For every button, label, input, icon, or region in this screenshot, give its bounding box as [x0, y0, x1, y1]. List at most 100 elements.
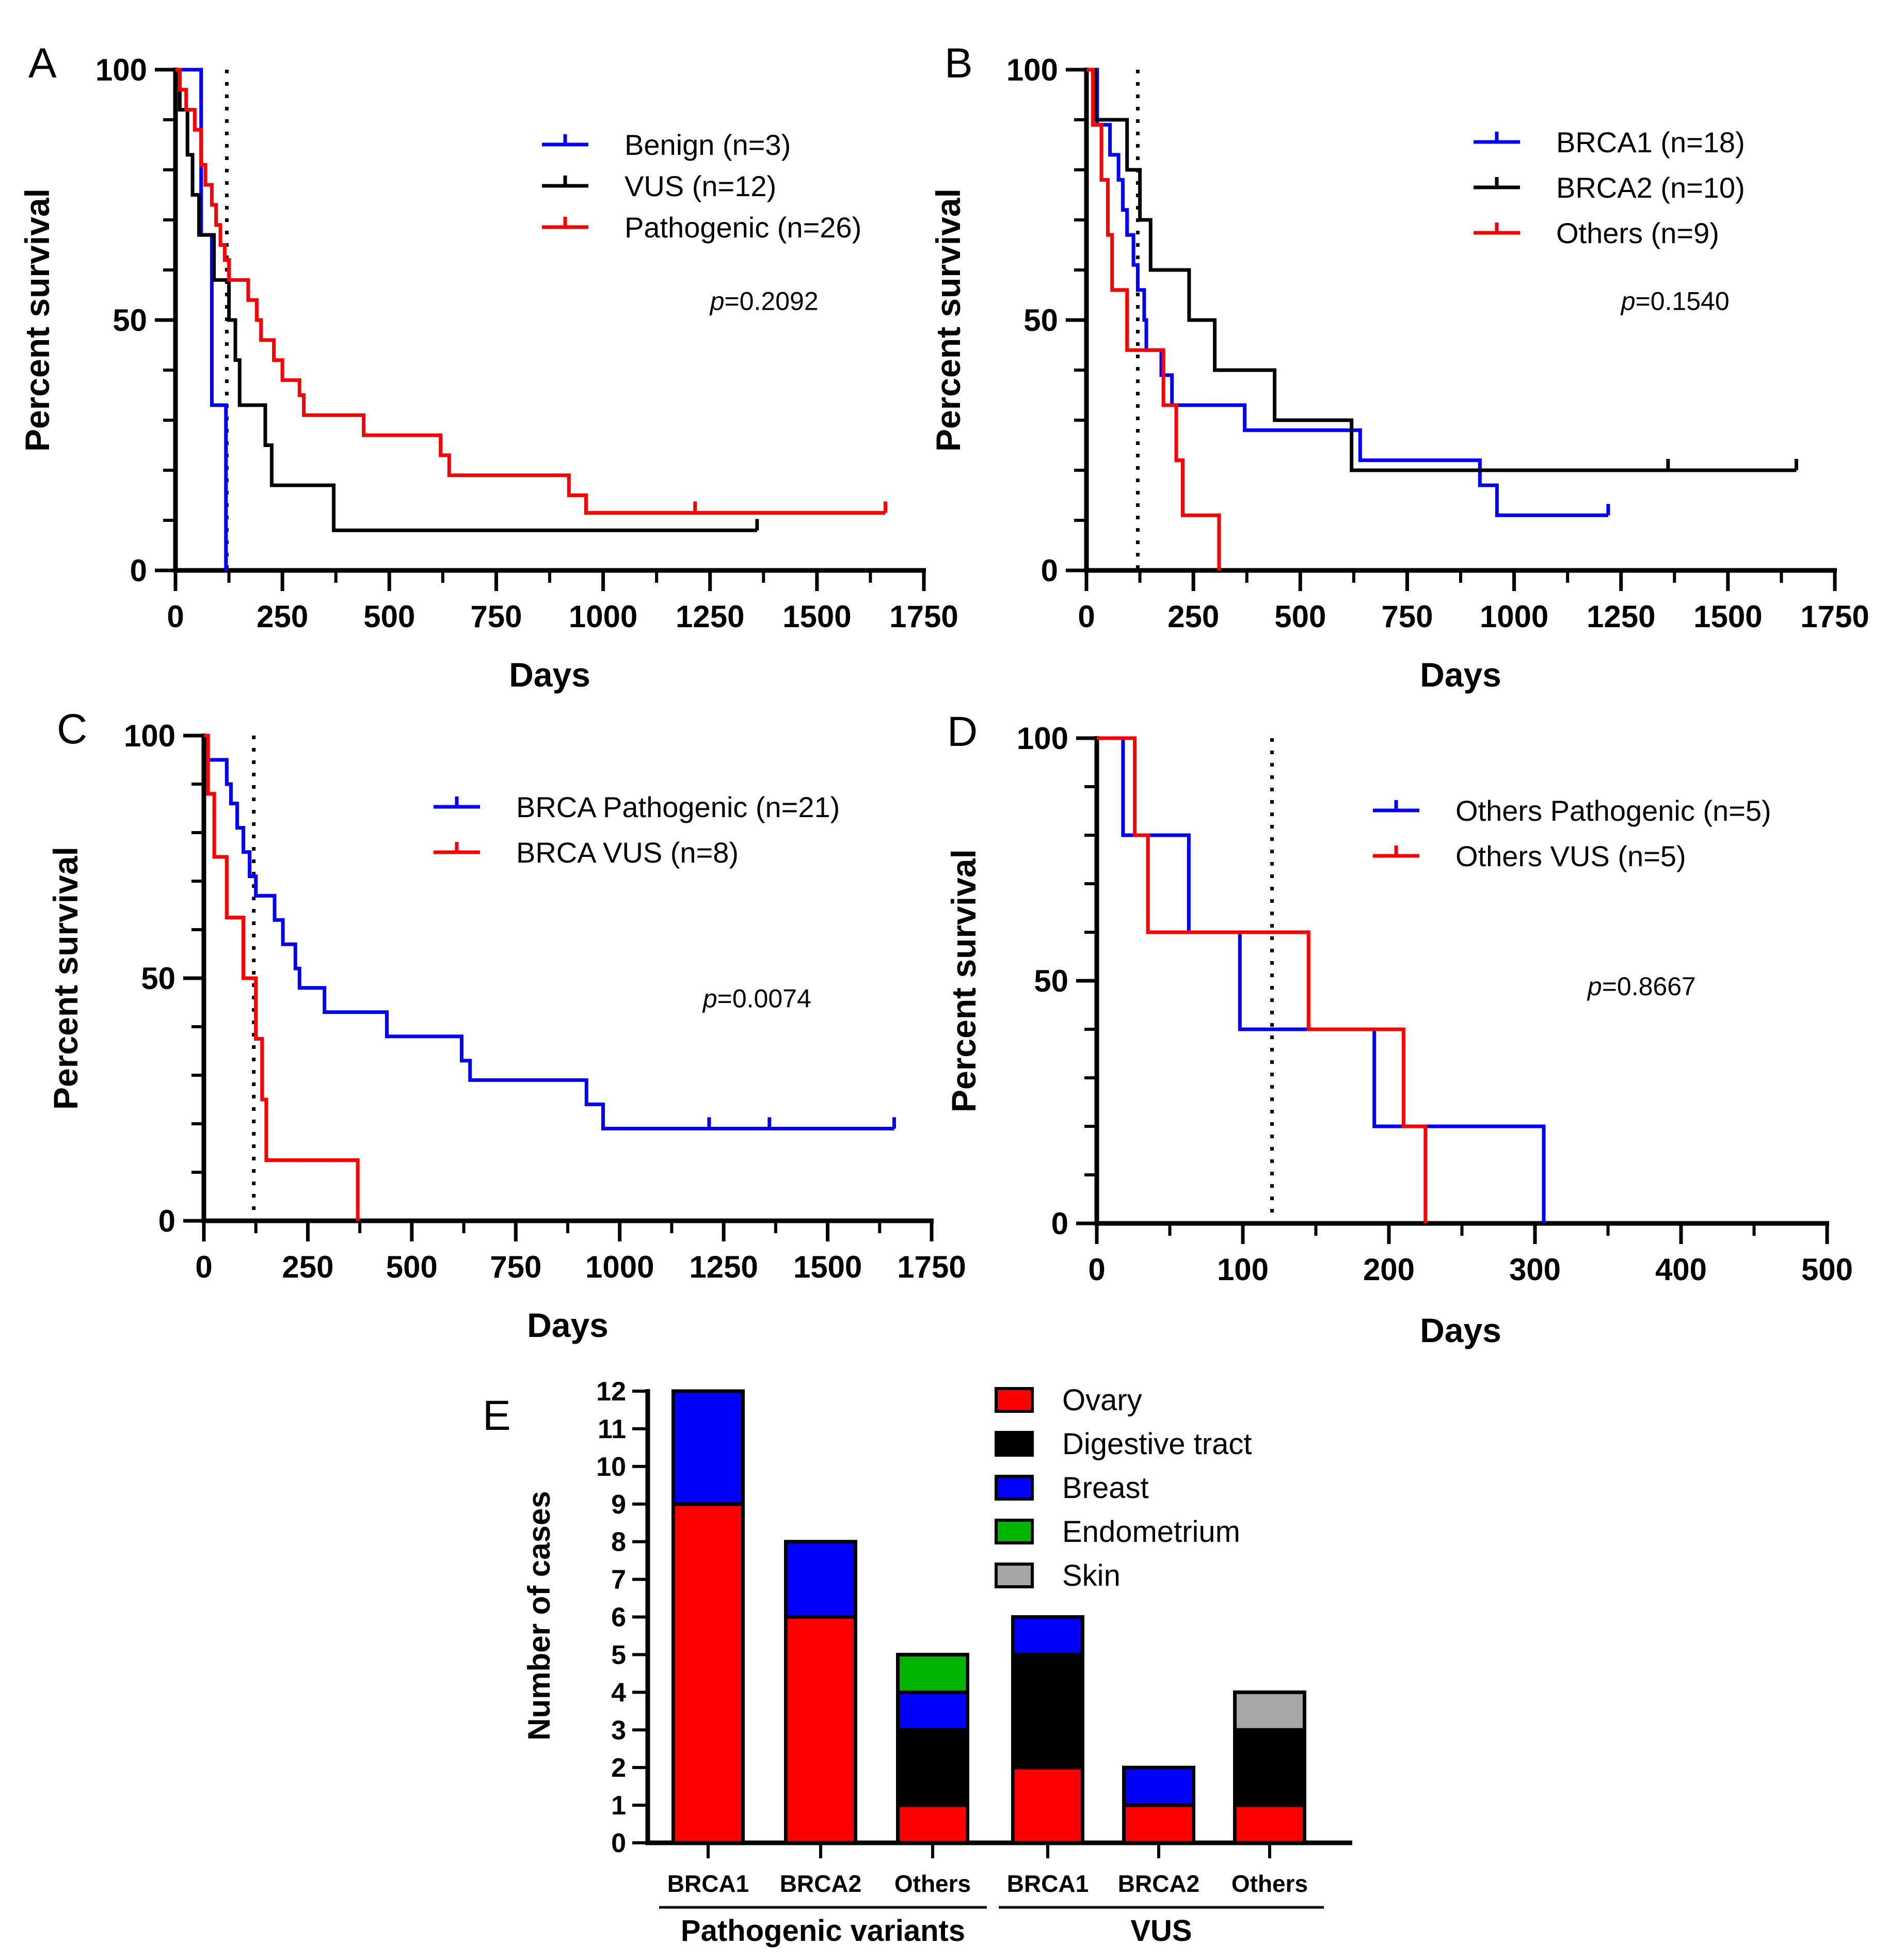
legend-label: BRCA Pathogenic (n=21) [516, 791, 840, 823]
y-tick-label: 0 [1041, 553, 1058, 588]
category-label: BRCA2 [780, 1870, 861, 1897]
bar-segment-ovary [896, 1803, 969, 1845]
y-tick-label: 12 [596, 1377, 626, 1407]
y-tick-label: 2 [611, 1753, 626, 1783]
bar-segment-ovary [671, 1502, 745, 1845]
x-tick-label: 1750 [889, 599, 958, 634]
legend-label: Ovary [1062, 1383, 1142, 1417]
survival-curve-2 [1097, 736, 1428, 1223]
panel-label: C [57, 706, 87, 753]
bar-segment-skin [1233, 1690, 1306, 1732]
bar-segment-ovary [1233, 1803, 1306, 1845]
x-tick-label: 1750 [1800, 599, 1869, 634]
x-tick-label: 500 [1274, 599, 1326, 634]
bar-segment-ovary [1122, 1803, 1195, 1845]
y-axis-title: Percent survival [945, 849, 983, 1112]
y-axis-title: Number of cases [522, 1491, 556, 1741]
legend-swatch [995, 1387, 1034, 1413]
x-tick-label: 100 [1217, 1252, 1269, 1287]
x-tick-label: 500 [386, 1250, 438, 1284]
y-tick-label: 50 [141, 961, 175, 996]
x-tick-label: 1250 [676, 599, 744, 634]
panel-label: B [945, 40, 973, 87]
y-tick-label: 100 [1017, 721, 1068, 756]
panel-a: A 0 250 500 750 1000 1250 1500 1750 0 50 100 Days Per… [18, 40, 958, 694]
x-tick-label: 1500 [782, 599, 851, 634]
y-tick-label: 100 [124, 719, 175, 753]
group-label: VUS [1130, 1914, 1192, 1948]
x-tick-label: 0 [1078, 599, 1095, 634]
bar-segment-ovary [784, 1615, 857, 1845]
p-value-symbol: p [1587, 972, 1602, 1001]
legend-label: Pathogenic (n=26) [625, 211, 861, 244]
bar-segment-breast [671, 1389, 745, 1506]
p-value-symbol: p [709, 287, 725, 316]
survival-curve-2 [204, 734, 360, 1221]
x-tick-label: 750 [490, 1250, 541, 1284]
y-axis-title: Percent survival [18, 188, 56, 452]
survival-curve-1 [1086, 68, 1608, 517]
y-tick-label: 8 [611, 1527, 626, 1557]
y-tick-label: 100 [95, 53, 147, 87]
panel-label: D [947, 708, 978, 755]
y-tick-label: 0 [611, 1828, 626, 1858]
panel-label: E [483, 1392, 511, 1439]
x-tick-label: 250 [257, 599, 308, 634]
legend-label: VUS (n=12) [625, 170, 776, 202]
legend-swatch [995, 1475, 1034, 1501]
p-value-number: =0.8667 [1602, 972, 1696, 1001]
bar-segment-breast [1122, 1765, 1195, 1807]
y-tick-label: 100 [1006, 53, 1058, 87]
category-label: BRCA2 [1118, 1870, 1199, 1897]
panel-d: D 0 100 200 300 400 500 0 50 100 Days Percent survi… [945, 708, 1853, 1349]
y-tick-label: 50 [113, 303, 147, 338]
x-tick-label: 1750 [897, 1250, 966, 1284]
legend-label: Others (n=9) [1556, 217, 1719, 249]
x-tick-label: 1000 [569, 599, 637, 634]
x-tick-label: 400 [1655, 1252, 1707, 1287]
x-tick-label: 300 [1509, 1252, 1561, 1287]
category-label: BRCA1 [667, 1870, 749, 1897]
x-tick-label: 1250 [689, 1250, 758, 1284]
panel-b: B 0 250 500 750 1000 1250 1500 1750 0 50 100 Days Per… [929, 40, 1869, 694]
bar-segment-digestive-tract [1233, 1728, 1306, 1807]
survival-curve-2 [1086, 68, 1797, 472]
p-value-symbol: p [702, 984, 717, 1013]
group-label: Pathogenic variants [681, 1914, 965, 1948]
legend-label: Endometrium [1062, 1515, 1240, 1549]
legend-label: Others Pathogenic (n=5) [1455, 794, 1771, 827]
y-tick-label: 0 [1051, 1206, 1068, 1241]
x-tick-label: 1500 [1693, 599, 1762, 634]
x-axis-title: Days [1420, 656, 1501, 694]
x-tick-label: 1000 [585, 1250, 654, 1284]
y-tick-label: 50 [1023, 303, 1058, 338]
x-axis-title: Days [527, 1306, 609, 1344]
legend-label: Breast [1062, 1471, 1149, 1505]
x-tick-label: 0 [167, 599, 184, 634]
legend-label: BRCA1 (n=18) [1556, 126, 1745, 158]
y-tick-label: 50 [1034, 964, 1068, 998]
survival-curve-3 [1086, 68, 1221, 570]
x-tick-label: 750 [1381, 599, 1433, 634]
x-tick-label: 1250 [1587, 599, 1655, 634]
p-value-symbol: p [1620, 287, 1636, 316]
p-value-number: =0.2092 [725, 287, 819, 316]
p-value-number: =0.1540 [1636, 287, 1730, 316]
y-tick-label: 9 [611, 1490, 626, 1520]
y-tick-label: 0 [130, 553, 147, 588]
p-value-text: p=0.8667 [1587, 972, 1696, 1001]
y-tick-label: 6 [611, 1603, 626, 1633]
y-tick-label: 7 [611, 1565, 626, 1595]
legend-label: BRCA VUS (n=8) [516, 836, 739, 869]
legend-label: BRCA2 (n=10) [1556, 171, 1745, 204]
p-value-text: p=0.1540 [1620, 287, 1730, 316]
x-tick-label: 250 [282, 1250, 333, 1284]
bar-segment-endometrium [896, 1652, 969, 1694]
p-value-text: p=0.2092 [709, 287, 819, 316]
y-tick-label: 10 [596, 1452, 626, 1482]
legend-swatch [995, 1431, 1034, 1457]
y-axis-title: Percent survival [929, 188, 967, 452]
y-tick-label: 11 [598, 1414, 626, 1444]
panel-c: C 0 250 500 750 1000 1250 1500 1750 0 50 100 Days Per… [46, 706, 966, 1344]
